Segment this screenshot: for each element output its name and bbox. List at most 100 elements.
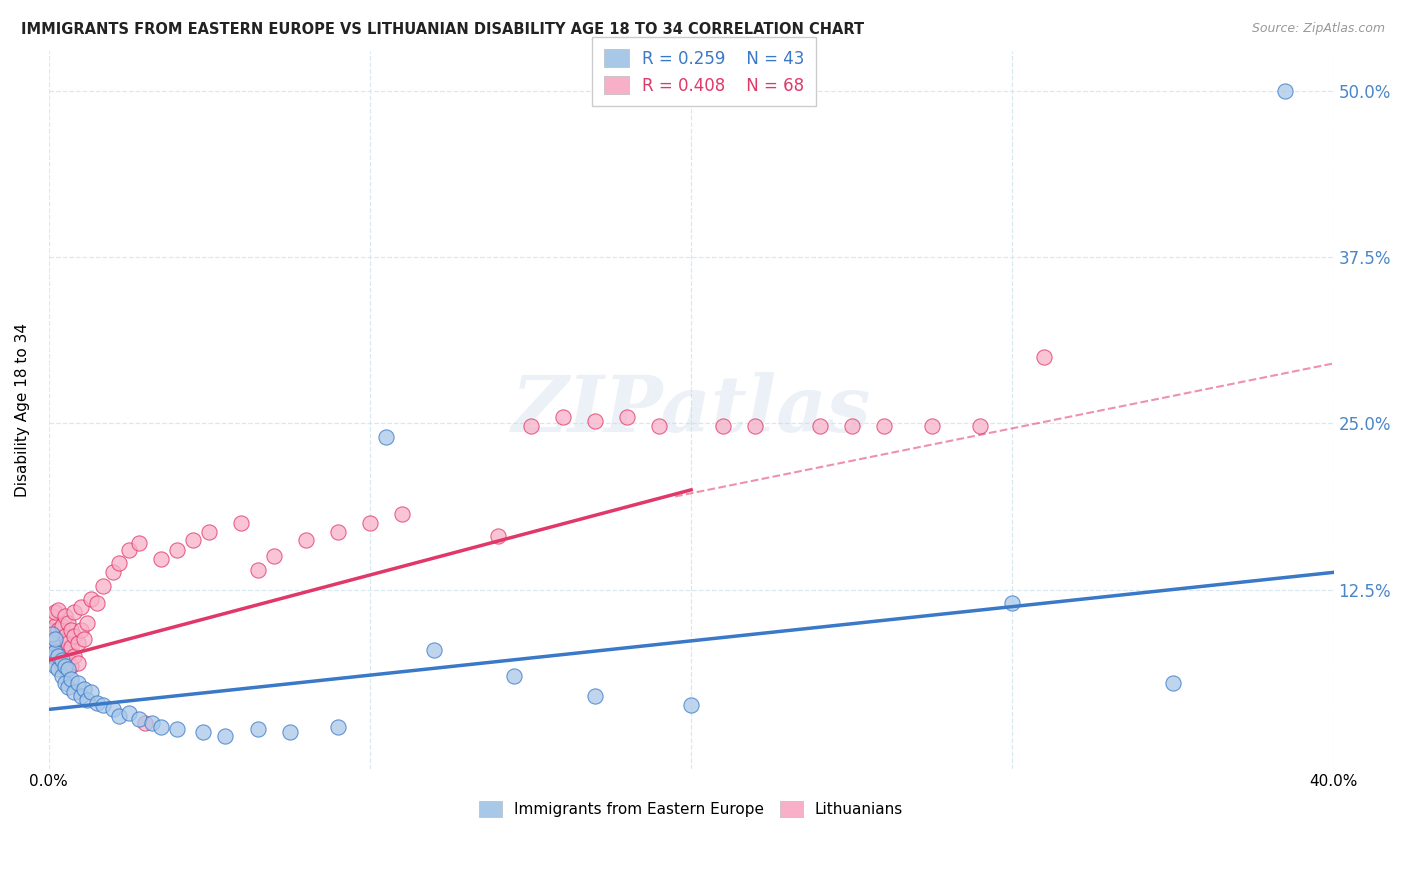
Point [1001,596,1024,610]
Point [60,672,83,686]
Point [41,623,63,637]
Point [1033,350,1056,364]
Point [70,689,93,703]
Point [150,552,173,566]
Point [326,525,349,540]
Point [41,642,63,657]
Point [246,563,269,577]
Point [86,596,108,610]
Point [53,658,76,673]
Point [48,649,70,664]
Point [56,663,79,677]
Point [48,663,70,677]
Point [391,507,413,521]
Point [73,682,96,697]
Point [51,653,73,667]
Point [128,712,150,726]
Point [44,658,66,673]
Point [53,629,76,643]
Point [486,529,509,543]
Point [423,642,446,657]
Point [56,615,79,630]
Point [63,629,86,643]
Point [63,685,86,699]
Point [681,698,703,713]
Point [118,706,141,721]
Point [53,663,76,677]
Point [1274,84,1296,98]
Text: ZIPatlas: ZIPatlas [512,372,870,449]
Point [44,618,66,632]
Point [921,419,943,434]
Point [246,723,269,737]
Point [53,609,76,624]
Point [108,709,131,723]
Point [60,623,83,637]
Point [41,636,63,650]
Point [66,656,89,670]
Point [359,516,381,530]
Point [93,698,115,713]
Point [101,702,124,716]
Point [278,725,301,739]
Point [166,542,188,557]
Point [63,649,86,664]
Point [873,419,896,434]
Point [166,723,188,737]
Point [711,419,734,434]
Point [141,715,163,730]
Point [79,591,101,606]
Point [73,632,96,646]
Point [56,636,79,650]
Point [70,623,93,637]
Point [53,645,76,659]
Point [48,602,70,616]
Point [181,533,204,548]
Point [44,649,66,664]
Point [191,725,214,739]
Point [41,649,63,664]
Point [48,640,70,654]
Point [76,615,98,630]
Point [56,653,79,667]
Point [583,689,606,703]
Point [53,675,76,690]
Point [648,419,671,434]
Point [44,640,66,654]
Point [134,715,156,730]
Point [375,429,398,443]
Point [44,632,66,646]
Point [841,419,863,434]
Point [44,626,66,640]
Point [79,685,101,699]
Point [551,409,574,424]
Point [503,669,526,683]
Point [150,720,173,734]
Point [263,549,285,564]
Point [101,566,124,580]
Point [41,632,63,646]
Point [326,720,349,734]
Point [41,609,63,624]
Text: IMMIGRANTS FROM EASTERN EUROPE VS LITHUANIAN DISABILITY AGE 18 TO 34 CORRELATION: IMMIGRANTS FROM EASTERN EUROPE VS LITHUA… [21,22,865,37]
Point [48,653,70,667]
Point [51,642,73,657]
Point [48,623,70,637]
Point [969,419,991,434]
Point [86,696,108,710]
Point [63,605,86,619]
Point [76,693,98,707]
Point [231,516,253,530]
Point [198,525,221,540]
Point [519,419,541,434]
Point [66,675,89,690]
Point [808,419,831,434]
Point [44,605,66,619]
Point [214,729,236,743]
Point [41,626,63,640]
Point [583,414,606,428]
Point [616,409,638,424]
Point [128,536,150,550]
Point [56,680,79,694]
Point [744,419,766,434]
